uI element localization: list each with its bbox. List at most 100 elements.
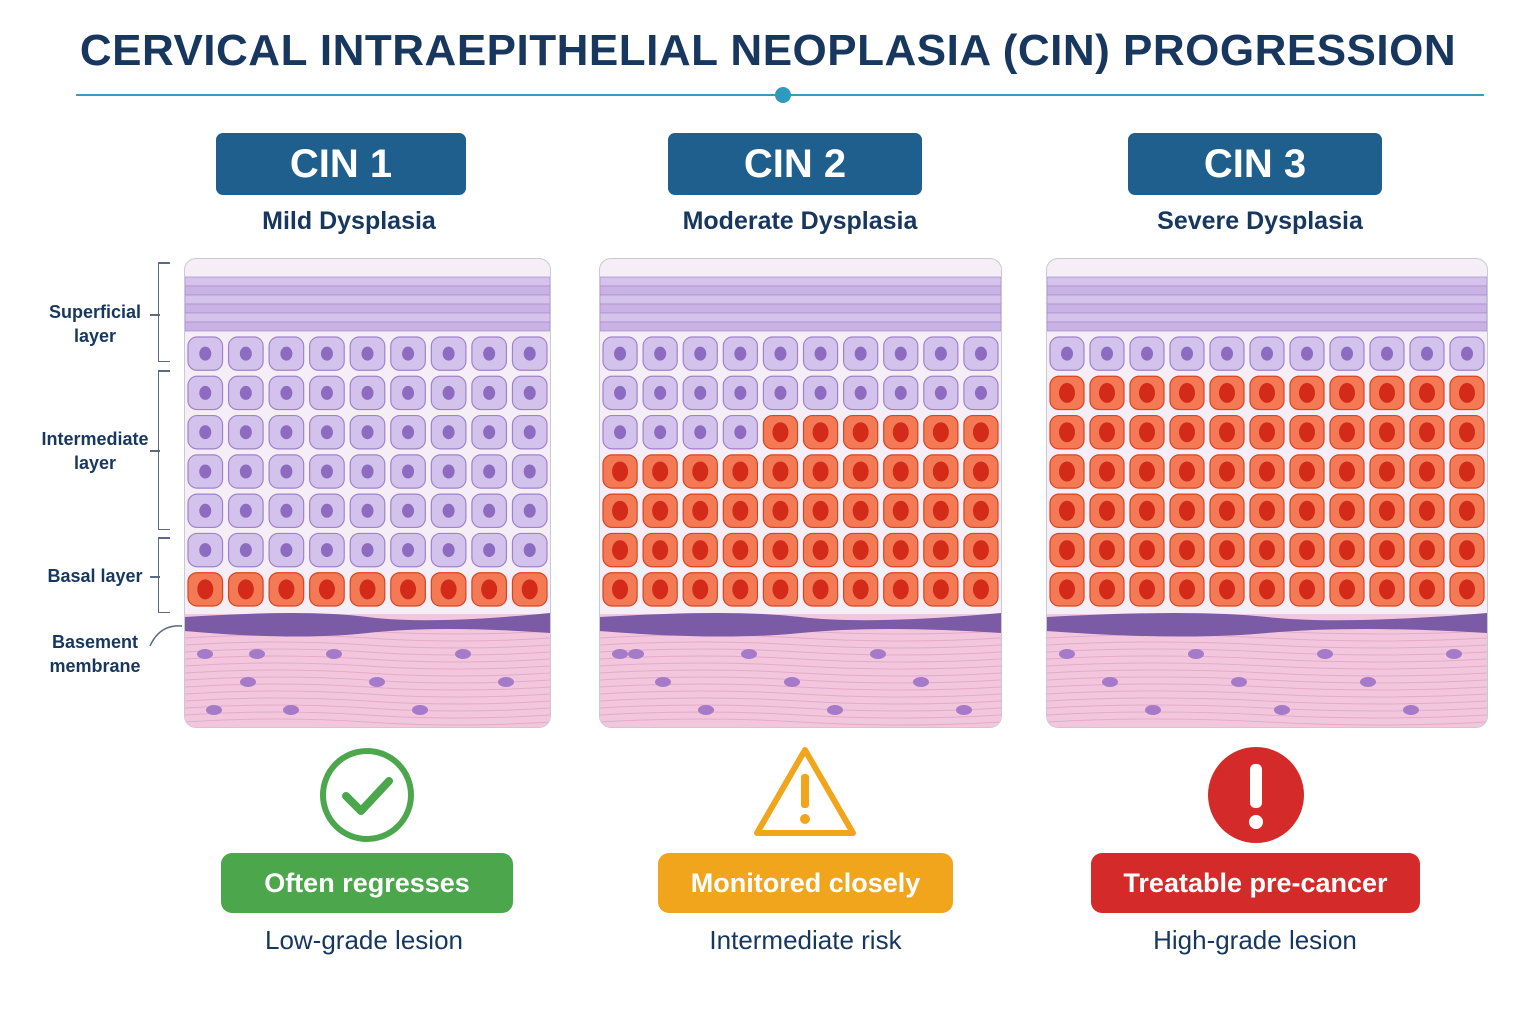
normal-nucleus: [734, 346, 747, 361]
abnormal-nucleus: [440, 579, 457, 600]
abnormal-nucleus: [932, 422, 949, 443]
abnormal-nucleus: [972, 540, 989, 561]
abnormal-nucleus: [812, 500, 829, 521]
label-intermediate-layer: Intermediate layer: [20, 427, 170, 475]
tick-basal: [150, 576, 160, 578]
abnormal-nucleus: [972, 579, 989, 600]
stroma-nucleus: [784, 677, 800, 687]
stroma-fiber: [1047, 662, 1487, 670]
cin1-badge: CIN 1: [216, 133, 466, 195]
normal-nucleus: [1461, 346, 1473, 361]
normal-nucleus: [854, 346, 867, 361]
stroma-nucleus: [741, 649, 757, 659]
normal-nucleus: [239, 503, 252, 518]
stroma-fiber: [600, 718, 1001, 726]
normal-nucleus: [483, 503, 496, 518]
abnormal-nucleus: [852, 500, 869, 521]
normal-nucleus: [654, 425, 667, 440]
cin1-subtitle: Mild Dysplasia: [262, 207, 436, 235]
abnormal-nucleus: [932, 579, 949, 600]
stroma-fiber: [185, 641, 550, 649]
abnormal-nucleus: [812, 461, 829, 482]
normal-nucleus: [320, 346, 333, 361]
stroma-nucleus: [827, 705, 843, 715]
normal-nucleus: [694, 346, 707, 361]
warning-triangle-icon: [752, 744, 858, 845]
stroma-fiber: [185, 662, 550, 670]
abnormal-nucleus: [1459, 461, 1475, 482]
normal-nucleus: [734, 385, 747, 400]
label-basal-layer: Basal layer: [20, 564, 170, 588]
abnormal-nucleus: [1219, 422, 1235, 443]
normal-nucleus: [1301, 346, 1313, 361]
label-basal-text: Basal layer: [47, 566, 143, 586]
abnormal-nucleus: [197, 579, 214, 600]
abnormal-nucleus: [852, 540, 869, 561]
stroma-nucleus: [612, 649, 628, 659]
abnormal-nucleus: [652, 461, 669, 482]
normal-nucleus: [523, 503, 536, 518]
normal-nucleus: [1221, 346, 1233, 361]
superficial-cell-band: [185, 294, 550, 305]
abnormal-nucleus: [972, 500, 989, 521]
abnormal-nucleus: [892, 540, 909, 561]
cin2-status-note: Intermediate risk: [709, 925, 902, 955]
abnormal-nucleus: [1419, 461, 1435, 482]
normal-nucleus: [694, 425, 707, 440]
abnormal-nucleus: [1219, 540, 1235, 561]
cin3-subtitle: Severe Dysplasia: [1157, 207, 1363, 235]
abnormal-nucleus: [1099, 382, 1115, 403]
normal-nucleus: [320, 464, 333, 479]
abnormal-nucleus: [1059, 540, 1075, 561]
abnormal-nucleus: [400, 579, 417, 600]
abnormal-nucleus: [1059, 461, 1075, 482]
normal-nucleus: [361, 464, 374, 479]
stroma-fiber: [600, 711, 1001, 719]
abnormal-nucleus: [772, 540, 789, 561]
abnormal-nucleus: [1219, 382, 1235, 403]
stroma-nucleus: [913, 677, 929, 687]
abnormal-nucleus: [812, 579, 829, 600]
normal-nucleus: [280, 503, 293, 518]
stroma-nucleus: [1317, 649, 1333, 659]
stroma-fiber: [185, 697, 550, 705]
stroma-nucleus: [206, 705, 222, 715]
superficial-cell-band: [185, 312, 550, 323]
stroma-fiber: [1047, 718, 1487, 726]
abnormal-nucleus: [732, 461, 749, 482]
stroma-nucleus: [1231, 677, 1247, 687]
normal-nucleus: [402, 425, 415, 440]
superficial-cell-band: [600, 303, 1001, 314]
abnormal-nucleus: [1379, 500, 1395, 521]
basement-membrane: [600, 613, 1001, 637]
stroma-nucleus: [628, 649, 644, 659]
normal-nucleus: [239, 425, 252, 440]
cin3-tissue-diagram: [1046, 258, 1488, 728]
abnormal-nucleus: [1179, 382, 1195, 403]
abnormal-nucleus: [692, 540, 709, 561]
stroma-fiber: [600, 697, 1001, 705]
abnormal-nucleus: [612, 540, 629, 561]
stroma-fiber: [185, 676, 550, 684]
cin3-badge-label: CIN 3: [1203, 141, 1307, 186]
basement-membrane: [1047, 613, 1487, 637]
status-badge-cin3: Treatable pre-cancer: [1091, 853, 1420, 913]
status-badge-cin2: Monitored closely: [658, 853, 953, 913]
superficial-cell-band: [600, 321, 1001, 332]
abnormal-nucleus: [1139, 422, 1155, 443]
normal-nucleus: [614, 346, 627, 361]
abnormal-nucleus: [692, 500, 709, 521]
abnormal-nucleus: [1299, 540, 1315, 561]
tick-intermediate: [150, 450, 160, 452]
abnormal-nucleus: [892, 461, 909, 482]
abnormal-nucleus: [852, 422, 869, 443]
normal-nucleus: [523, 543, 536, 558]
abnormal-nucleus: [772, 579, 789, 600]
normal-nucleus: [614, 425, 627, 440]
abnormal-nucleus: [318, 579, 335, 600]
stroma-fiber: [1047, 711, 1487, 719]
normal-nucleus: [1381, 346, 1393, 361]
superficial-cell-band: [1047, 321, 1487, 332]
abnormal-nucleus: [1099, 579, 1115, 600]
abnormal-nucleus: [612, 579, 629, 600]
